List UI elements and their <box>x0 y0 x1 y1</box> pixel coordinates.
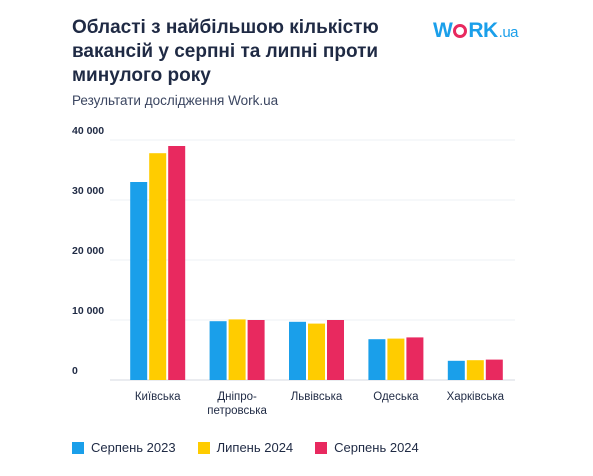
bar-2-0 <box>289 321 306 380</box>
bar-4-2 <box>485 359 503 380</box>
x-tick-label: Дніпро-петровська <box>207 391 267 417</box>
bar-2-2 <box>327 320 344 380</box>
x-tick-label: Київська <box>135 391 181 403</box>
bar-1-0 <box>209 321 227 380</box>
work-ua-logo: W RK .ua <box>433 19 519 42</box>
legend-label: Серпень 2023 <box>91 440 176 455</box>
bar-0-2 <box>168 146 186 380</box>
bar-2-1 <box>308 323 325 380</box>
legend-item: Серпень 2023 <box>72 440 176 455</box>
bar-3-0 <box>368 339 386 380</box>
bar-1-2 <box>247 320 265 380</box>
legend-swatch <box>72 441 84 454</box>
bar-3-1 <box>387 338 405 380</box>
bar-0-1 <box>149 153 167 380</box>
logo-o-ring-icon <box>453 24 468 38</box>
legend-swatch <box>315 441 328 454</box>
legend: Серпень 2023 Липень 2024 Серпень 2024 <box>72 440 419 455</box>
x-tick-label: Одеська <box>373 391 419 403</box>
bar-4-0 <box>447 360 465 380</box>
chart-subtitle: Результати дослідження Work.ua <box>72 93 279 108</box>
legend-label: Серпень 2024 <box>334 440 419 455</box>
y-tick-label: 10 000 <box>72 305 104 317</box>
chart-title: Області з найбільшою кількістю вакансій … <box>72 17 379 86</box>
x-tick-label: Харківська <box>447 391 505 403</box>
y-tick-label: 0 <box>72 365 78 377</box>
bar-chart: 0 10 000 20 000 30 000 40 000 Київська Дніпро-… <box>72 125 515 417</box>
bar-4-1 <box>466 360 484 380</box>
y-tick-label: 40 000 <box>72 125 104 137</box>
legend-item: Липень 2024 <box>197 440 294 455</box>
bar-0-0 <box>130 182 148 380</box>
y-tick-label: 20 000 <box>72 245 104 257</box>
legend-label: Липень 2024 <box>216 440 294 455</box>
legend-swatch <box>197 441 210 454</box>
y-tick-label: 30 000 <box>72 185 104 197</box>
x-tick-label: Львівська <box>291 391 343 403</box>
legend-item: Серпень 2024 <box>315 440 419 455</box>
bar-3-2 <box>406 337 424 380</box>
bar-1-1 <box>228 319 246 380</box>
